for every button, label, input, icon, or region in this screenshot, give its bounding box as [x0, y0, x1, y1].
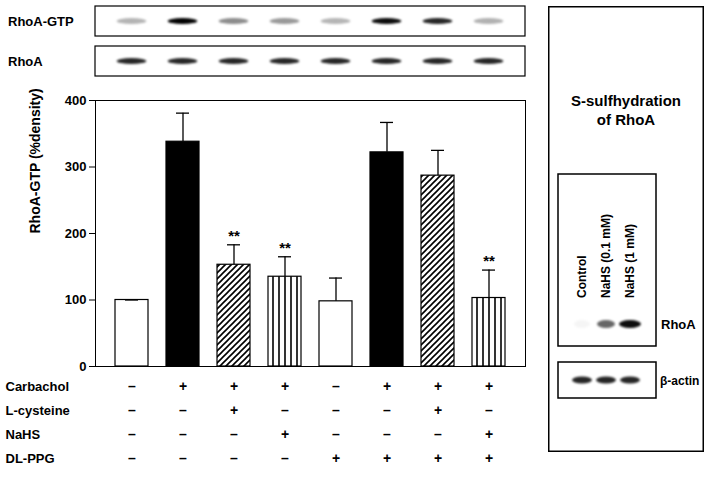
svg-text:+: +: [434, 450, 442, 466]
svg-text:–: –: [383, 426, 391, 442]
svg-text:–: –: [383, 402, 391, 418]
svg-text:–: –: [128, 426, 136, 442]
svg-text:–: –: [179, 426, 187, 442]
svg-text:+: +: [230, 378, 238, 394]
svg-text:NaHS (0.1 mM): NaHS (0.1 mM): [599, 214, 613, 298]
svg-text:200: 200: [65, 226, 87, 241]
svg-text:–: –: [485, 402, 493, 418]
svg-text:0: 0: [79, 359, 86, 374]
svg-text:NaHS: NaHS: [6, 427, 41, 442]
svg-text:–: –: [332, 402, 340, 418]
svg-text:of RhoA: of RhoA: [597, 111, 655, 128]
svg-text:+: +: [434, 402, 442, 418]
svg-text:DL-PPG: DL-PPG: [6, 451, 55, 466]
svg-text:+: +: [230, 402, 238, 418]
svg-text:+: +: [434, 378, 442, 394]
svg-text:RhoA: RhoA: [661, 317, 696, 332]
svg-text:Carbachol: Carbachol: [6, 379, 70, 394]
svg-text:+: +: [179, 378, 187, 394]
svg-text:100: 100: [65, 292, 87, 307]
svg-text:+: +: [383, 378, 391, 394]
svg-text:–: –: [332, 426, 340, 442]
svg-text:300: 300: [65, 159, 87, 174]
svg-text:–: –: [332, 378, 340, 394]
svg-text:+: +: [281, 426, 289, 442]
svg-text:+: +: [485, 378, 493, 394]
svg-text:–: –: [128, 450, 136, 466]
svg-text:**: **: [483, 252, 495, 269]
svg-text:–: –: [230, 450, 238, 466]
svg-text:+: +: [383, 450, 391, 466]
svg-text:400: 400: [65, 93, 87, 108]
svg-text:–: –: [128, 378, 136, 394]
svg-text:+: +: [485, 426, 493, 442]
svg-text:–: –: [179, 402, 187, 418]
svg-text:–: –: [281, 450, 289, 466]
svg-text:Control: Control: [575, 255, 589, 298]
svg-text:+: +: [281, 378, 289, 394]
svg-text:RhoA-GTP: RhoA-GTP: [8, 14, 74, 29]
svg-text:RhoA: RhoA: [8, 54, 43, 69]
svg-text:–: –: [281, 402, 289, 418]
svg-text:+: +: [485, 450, 493, 466]
svg-text:–: –: [230, 426, 238, 442]
svg-text:L-cysteine: L-cysteine: [6, 403, 70, 418]
svg-text:S-sulfhydration: S-sulfhydration: [571, 92, 681, 109]
svg-text:RhoA-GTP (%density): RhoA-GTP (%density): [27, 88, 43, 233]
svg-text:NaHS (1 mM): NaHS (1 mM): [623, 224, 637, 298]
svg-text:–: –: [128, 402, 136, 418]
svg-text:**: **: [228, 227, 240, 244]
svg-text:+: +: [332, 450, 340, 466]
svg-text:–: –: [179, 450, 187, 466]
svg-text:–: –: [434, 426, 442, 442]
svg-text:**: **: [279, 239, 291, 256]
svg-text:β-actin: β-actin: [660, 374, 699, 388]
